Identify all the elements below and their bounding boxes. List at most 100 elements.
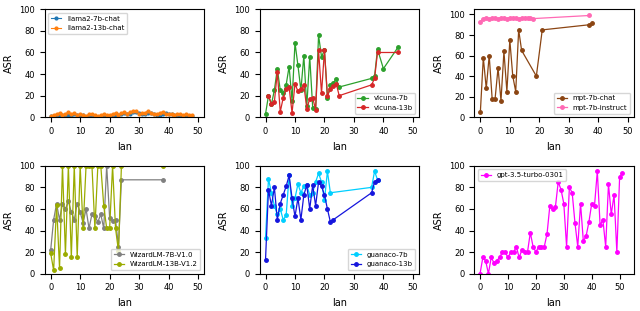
- vicuna-7b: [335, 85, 343, 89]
- llama2-13b-chat: [106, 113, 113, 117]
- WizardLM-7B-V1.0: [76, 210, 84, 214]
- vicuna-7b: [291, 41, 299, 45]
- llama2-13b-chat: [147, 111, 155, 115]
- WizardLM-13B-V1.2: [109, 164, 116, 168]
- WizardLM-13B-V1.2: [59, 164, 67, 168]
- vicuna-13b: [300, 83, 308, 87]
- WizardLM-13B-V1.2: [67, 256, 75, 259]
- Y-axis label: ASR: ASR: [4, 210, 14, 230]
- vicuna-7b: [317, 55, 325, 59]
- guanaco-13b: [303, 183, 310, 187]
- llama2-13b-chat: [85, 112, 93, 116]
- guanaco-7b: [312, 180, 319, 184]
- WizardLM-7B-V1.0: [67, 210, 75, 214]
- llama2-13b-chat: [56, 111, 63, 115]
- llama2-13b-chat: [65, 110, 72, 114]
- mpt-7b-instruct: [509, 16, 516, 19]
- WizardLM-7B-V1.0: [97, 212, 104, 216]
- gpt-3.5-turbo-0301: [610, 193, 618, 197]
- guanaco-7b: [303, 183, 310, 187]
- WizardLM-7B-V1.0: [118, 178, 125, 182]
- X-axis label: lan: lan: [547, 142, 561, 151]
- WizardLM-7B-V1.0: [100, 226, 108, 230]
- WizardLM-13B-V1.2: [74, 256, 81, 259]
- guanaco-13b: [300, 193, 308, 197]
- X-axis label: lan: lan: [332, 142, 347, 151]
- llama2-13b-chat: [100, 112, 108, 116]
- guanaco-13b: [309, 183, 317, 187]
- mpt-7b-instruct: [527, 16, 534, 19]
- mpt-7b-instruct: [492, 16, 499, 19]
- Line: WizardLM-7B-V1.0: WizardLM-7B-V1.0: [49, 164, 164, 252]
- vicuna-7b: [297, 88, 305, 92]
- guanaco-13b: [294, 196, 302, 200]
- llama2-13b-chat: [141, 111, 149, 115]
- guanaco-7b: [306, 193, 314, 197]
- vicuna-7b: [303, 104, 310, 108]
- X-axis label: lan: lan: [117, 298, 132, 308]
- Line: guanaco-13b: guanaco-13b: [264, 174, 380, 261]
- guanaco-13b: [264, 188, 272, 191]
- guanaco-13b: [273, 218, 281, 222]
- llama2-13b-chat: [67, 112, 75, 116]
- llama2-7b-chat: [177, 113, 184, 117]
- WizardLM-7B-V1.0: [56, 218, 63, 222]
- guanaco-13b: [276, 202, 284, 205]
- Line: vicuna-13b: vicuna-13b: [267, 49, 400, 115]
- X-axis label: lan: lan: [117, 142, 132, 151]
- vicuna-13b: [309, 96, 317, 100]
- gpt-3.5-turbo-0301: [593, 169, 601, 173]
- llama2-13b-chat: [50, 113, 58, 117]
- Line: gpt-3.5-turbo-0301: gpt-3.5-turbo-0301: [478, 169, 624, 276]
- WizardLM-13B-V1.2: [100, 204, 108, 207]
- mpt-7b-chat: [477, 110, 484, 114]
- llama2-13b-chat: [132, 109, 140, 113]
- guanaco-7b: [317, 180, 325, 184]
- WizardLM-13B-V1.2: [52, 203, 60, 207]
- mpt-7b-instruct: [497, 16, 505, 19]
- llama2-7b-chat: [147, 111, 155, 115]
- vicuna-13b: [326, 87, 334, 91]
- guanaco-7b: [264, 177, 272, 181]
- WizardLM-13B-V1.2: [103, 226, 111, 230]
- llama2-13b-chat: [112, 111, 120, 115]
- vicuna-13b: [330, 84, 337, 88]
- guanaco-7b: [374, 178, 381, 182]
- llama2-7b-chat: [52, 113, 60, 117]
- vicuna-7b: [273, 67, 281, 71]
- mpt-7b-instruct: [586, 14, 593, 17]
- llama2-7b-chat: [153, 113, 161, 117]
- guanaco-7b: [276, 207, 284, 211]
- guanaco-7b: [271, 204, 278, 207]
- gpt-3.5-turbo-0301: [619, 171, 627, 175]
- guanaco-13b: [268, 204, 275, 207]
- Y-axis label: ASR: ASR: [433, 53, 444, 73]
- vicuna-13b: [371, 77, 378, 80]
- mpt-7b-instruct: [506, 16, 514, 19]
- vicuna-7b: [276, 88, 284, 92]
- llama2-13b-chat: [91, 113, 99, 117]
- llama2-7b-chat: [186, 114, 193, 118]
- guanaco-13b: [371, 180, 378, 184]
- mpt-7b-instruct: [494, 17, 502, 21]
- llama2-13b-chat: [182, 112, 190, 116]
- guanaco-7b: [368, 185, 376, 189]
- llama2-13b-chat: [76, 112, 84, 116]
- llama2-13b-chat: [188, 113, 196, 117]
- llama2-7b-chat: [82, 115, 90, 119]
- vicuna-13b: [294, 90, 302, 93]
- llama2-13b-chat: [177, 112, 184, 116]
- llama2-13b-chat: [153, 112, 161, 116]
- WizardLM-7B-V1.0: [52, 202, 60, 205]
- llama2-13b-chat: [79, 113, 87, 117]
- vicuna-13b: [335, 94, 343, 98]
- WizardLM-13B-V1.2: [106, 226, 113, 230]
- guanaco-7b: [300, 184, 308, 188]
- guanaco-7b: [326, 191, 334, 195]
- WizardLM-13B-V1.2: [85, 164, 93, 168]
- X-axis label: lan: lan: [332, 298, 347, 308]
- vicuna-7b: [306, 55, 314, 59]
- gpt-3.5-turbo-0301: [543, 232, 551, 236]
- llama2-13b-chat: [138, 111, 146, 115]
- WizardLM-7B-V1.0: [59, 202, 67, 205]
